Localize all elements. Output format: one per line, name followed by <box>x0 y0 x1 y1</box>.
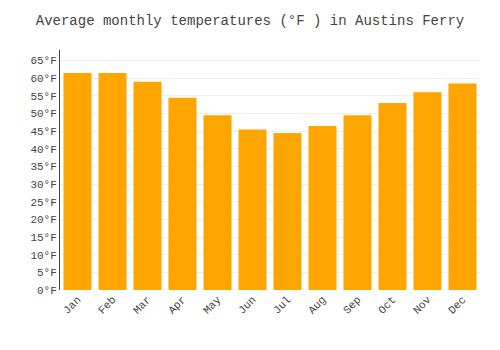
svg-text:55°F: 55°F <box>30 91 56 103</box>
svg-text:Mar: Mar <box>131 294 153 316</box>
svg-text:Nov: Nov <box>411 294 434 317</box>
svg-text:65°F: 65°F <box>30 55 56 67</box>
svg-text:Sep: Sep <box>341 294 363 316</box>
svg-text:Feb: Feb <box>96 294 118 316</box>
svg-text:5°F: 5°F <box>37 267 57 279</box>
svg-text:Jan: Jan <box>61 294 83 316</box>
svg-text:60°F: 60°F <box>30 73 56 85</box>
svg-text:Dec: Dec <box>446 294 468 316</box>
svg-text:45°F: 45°F <box>30 126 56 138</box>
svg-text:Jun: Jun <box>236 294 258 316</box>
svg-text:0°F: 0°F <box>37 285 57 297</box>
svg-text:May: May <box>201 294 224 317</box>
svg-text:15°F: 15°F <box>30 232 56 244</box>
svg-text:20°F: 20°F <box>30 214 56 226</box>
svg-text:Oct: Oct <box>376 294 398 316</box>
svg-text:Aug: Aug <box>306 294 328 316</box>
svg-text:Jul: Jul <box>271 294 293 316</box>
svg-text:50°F: 50°F <box>30 108 56 120</box>
svg-text:30°F: 30°F <box>30 179 56 191</box>
svg-text:35°F: 35°F <box>30 161 56 173</box>
svg-text:25°F: 25°F <box>30 197 56 209</box>
svg-text:Average monthly temperatures (: Average monthly temperatures (°F ) in Au… <box>36 13 464 29</box>
svg-text:Apr: Apr <box>166 294 188 316</box>
svg-text:40°F: 40°F <box>30 144 56 156</box>
svg-text:10°F: 10°F <box>30 250 56 262</box>
